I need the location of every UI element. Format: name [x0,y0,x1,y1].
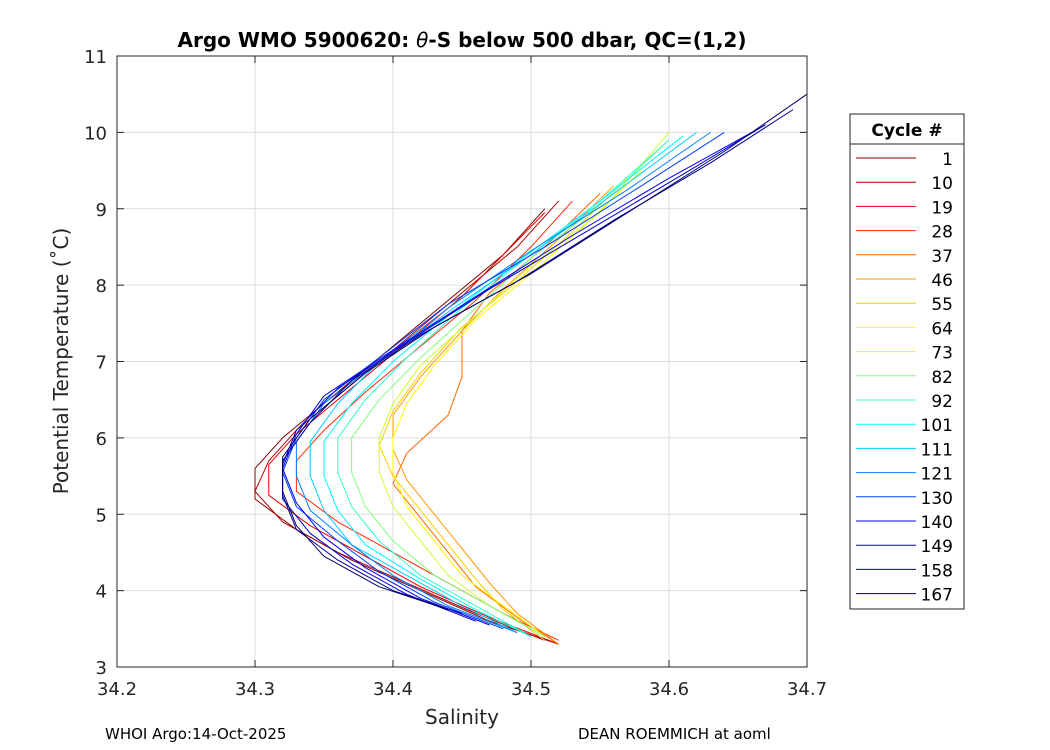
profile-cycle-82 [351,139,670,637]
x-tick-label: 34.5 [511,679,551,700]
ticks: 34.2 34.3 34.4 34.5 34.6 34.7 3 4 5 6 7 8 9 10 11 [84,47,827,700]
legend-label: 10 [931,174,953,194]
legend-label: 55 [931,295,953,315]
legend-entries: 1 10 19 28 37 46 55 64 73 82 92 101 111 121 130 140 149 1… [856,150,953,606]
footer-pi: DEAN ROEMMICH at aoml [578,725,771,743]
legend-label: 64 [931,319,953,339]
legend-label: 46 [931,271,953,291]
legend-label: 82 [931,368,953,388]
x-tick-label: 34.4 [373,679,413,700]
legend-label: 19 [931,198,953,218]
legend-label: 140 [921,513,953,533]
y-tick-label: 10 [84,123,107,144]
y-tick-label: 9 [96,200,107,221]
y-tick-label: 8 [96,276,107,297]
legend-label: 121 [921,465,953,485]
legend-label: 92 [931,392,953,412]
y-tick-label: 4 [96,582,107,603]
footer-source: WHOI Argo:14-Oct-2025 [105,725,287,743]
profile-cycle-149 [282,124,766,622]
legend-box [849,113,965,610]
profile-cycle-73 [378,132,670,637]
legend-label: 73 [931,344,953,364]
legend-label: 1 [942,150,953,170]
profile-cycle-101 [323,135,684,637]
profile-cycle-37 [392,193,601,645]
legend: Cycle # 1 10 19 28 37 46 55 64 73 82 92 101 111 121 13… [849,113,965,610]
legend-label: 149 [921,537,953,557]
profiles [254,93,808,645]
x-tick-label: 34.7 [787,679,827,700]
x-tick-label: 34.3 [235,679,275,700]
legend-label: 130 [921,489,953,509]
legend-label: 28 [931,223,953,243]
x-tick-label: 34.6 [649,679,689,700]
profile-cycle-158 [282,109,794,614]
y-tick-label: 11 [84,47,107,68]
legend-title: Cycle # [871,121,942,141]
legend-label: 37 [931,247,953,267]
legend-label: 158 [921,561,953,581]
x-axis-label: Salinity [425,705,499,729]
chart-title: Argo WMO 5900620: θ-S below 500 dbar, QC… [178,28,747,52]
y-tick-label: 3 [96,658,107,679]
legend-label: 111 [921,440,953,460]
legend-label: 167 [921,586,953,606]
legend-label: 101 [921,416,953,436]
y-tick-label: 7 [96,353,107,374]
y-tick-label: 5 [96,505,107,526]
profile-cycle-19 [268,212,559,645]
profile-cycle-167 [282,93,808,611]
y-axis-label: Potential Temperature (˚C) [49,228,73,495]
y-tick-label: 6 [96,429,107,450]
profile-cycle-140 [282,131,753,626]
x-tick-label: 34.2 [97,679,137,700]
